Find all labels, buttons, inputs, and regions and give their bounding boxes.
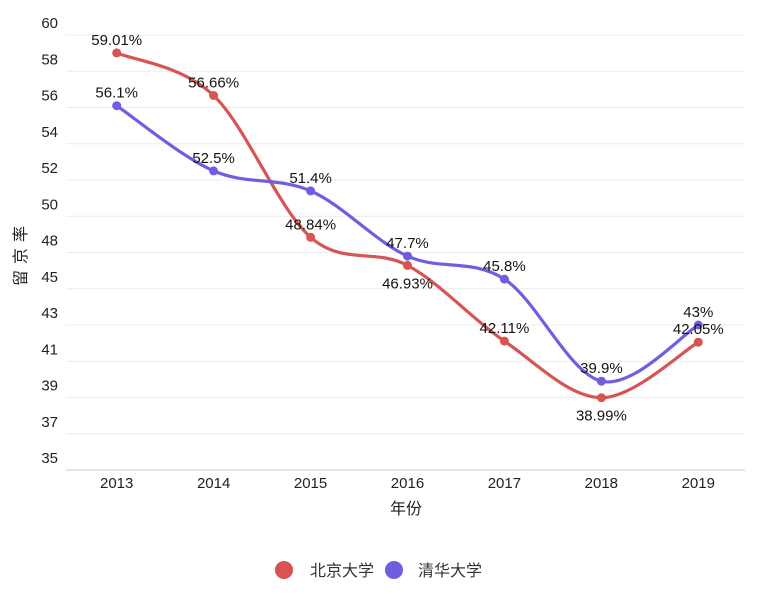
- y-tick-label: 60: [41, 15, 58, 32]
- legend-label-beijing-university[interactable]: 北京大学: [310, 562, 374, 580]
- data-point[interactable]: [306, 232, 316, 242]
- data-point[interactable]: [112, 48, 122, 58]
- data-point-label: 38.99%: [576, 408, 627, 425]
- data-point[interactable]: [499, 336, 509, 346]
- data-point-label: 45.8%: [483, 258, 526, 275]
- data-point-label: 48.84%: [285, 216, 336, 233]
- y-tick-label: 37: [41, 414, 58, 431]
- data-point-label: 42.05%: [673, 321, 724, 338]
- legend-swatch-beijing-university[interactable]: [275, 561, 293, 579]
- data-point-label: 56.1%: [95, 85, 138, 102]
- series-layer: [112, 48, 703, 403]
- data-point[interactable]: [693, 337, 703, 347]
- y-tick-label: 39: [41, 378, 58, 395]
- data-point-label: 39.9%: [580, 360, 623, 377]
- legend-swatch-tsinghua-university[interactable]: [385, 561, 403, 579]
- y-tick-label: 35: [41, 450, 58, 467]
- legend-label-tsinghua-university[interactable]: 清华大学: [418, 562, 482, 580]
- x-tick-label: 2013: [100, 475, 133, 492]
- y-tick-label: 58: [41, 51, 58, 68]
- x-axis-title: 年份: [390, 500, 422, 518]
- y-axis-title: 留京率: [12, 220, 30, 286]
- y-tick-label: 43: [41, 305, 58, 322]
- data-label-layer: 59.01% 56.66% 48.84% 46.93% 42.11% 38.99% 42.0…: [91, 32, 723, 425]
- data-point[interactable]: [499, 274, 509, 284]
- legend: 北京大学 清华大学: [275, 561, 482, 580]
- series-line-0[interactable]: [115, 51, 700, 400]
- data-point-label: 52.5%: [192, 150, 235, 167]
- data-point[interactable]: [112, 101, 122, 111]
- data-point[interactable]: [306, 186, 316, 196]
- data-point[interactable]: [209, 166, 219, 176]
- data-point[interactable]: [693, 320, 703, 330]
- y-tick-label: 52: [41, 160, 58, 177]
- grid-layer: 60 58 56 54 52 50 48 45 43 41 39 37 35 2013 2014 2015 20…: [41, 15, 745, 492]
- data-point-label: 47.7%: [386, 235, 429, 252]
- y-tick-label: 56: [41, 88, 58, 105]
- data-point-label: 42.11%: [480, 320, 530, 337]
- data-point-label: 43%: [683, 304, 713, 321]
- data-point[interactable]: [403, 260, 412, 270]
- y-tick-label: 41: [41, 341, 58, 358]
- x-tick-label: 2019: [682, 475, 715, 492]
- data-point-label: 56.66%: [188, 75, 239, 92]
- data-point-label: 51.4%: [289, 170, 332, 187]
- x-tick-label: 2017: [488, 475, 521, 492]
- x-tick-label: 2014: [197, 475, 230, 492]
- data-point-label: 46.93%: [382, 275, 433, 292]
- data-point[interactable]: [596, 393, 606, 403]
- x-tick-label: 2018: [585, 475, 618, 492]
- y-tick-label: 50: [41, 196, 58, 213]
- data-point[interactable]: [403, 251, 412, 261]
- x-tick-label: 2016: [391, 475, 424, 492]
- x-tick-label: 2015: [294, 475, 327, 492]
- data-point-label: 59.01%: [91, 32, 142, 49]
- y-tick-label: 45: [41, 269, 58, 286]
- data-point[interactable]: [209, 91, 219, 100]
- data-point[interactable]: [596, 376, 606, 386]
- y-tick-label: 54: [41, 124, 58, 141]
- y-tick-label: 48: [41, 233, 58, 250]
